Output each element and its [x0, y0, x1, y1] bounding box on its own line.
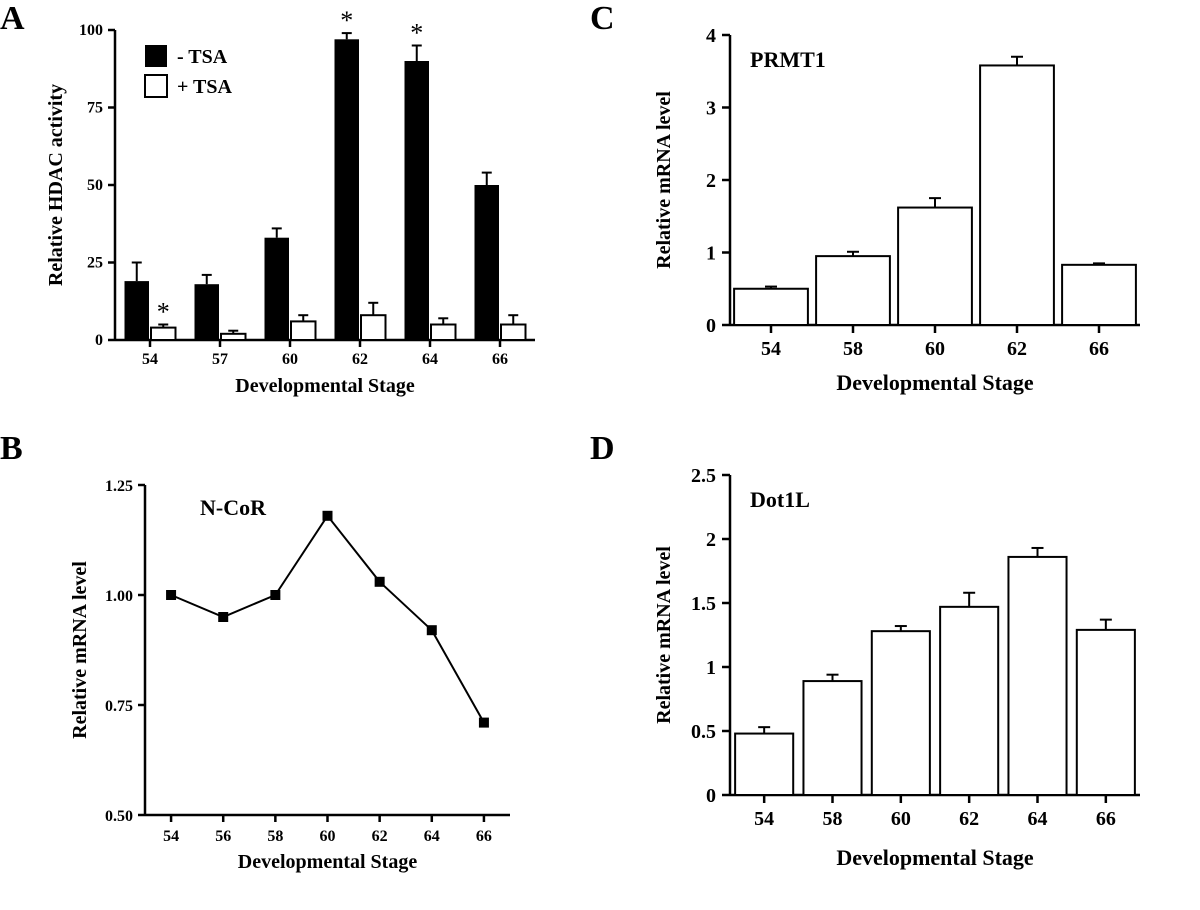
bar [816, 256, 890, 325]
svg-text:62: 62 [372, 828, 388, 845]
svg-text:Relative mRNA level: Relative mRNA level [653, 91, 675, 269]
bar [1077, 630, 1135, 795]
svg-text:4: 4 [706, 25, 716, 47]
svg-text:62: 62 [1007, 338, 1027, 360]
panel-b: 0.50 0.75 1.00 1.25 54 56 58 60 62 64 66 Relative m… [60, 460, 540, 890]
panel-b-label: B [0, 430, 23, 468]
svg-text:54: 54 [163, 828, 179, 845]
svg-text:62: 62 [959, 808, 979, 830]
svg-text:N-CoR: N-CoR [200, 495, 267, 520]
bar [980, 65, 1054, 325]
svg-text:2.5: 2.5 [691, 465, 716, 487]
svg-text:60: 60 [891, 808, 911, 830]
line-ncor [171, 516, 484, 723]
svg-text:0.75: 0.75 [105, 698, 133, 715]
svg-text:50: 50 [87, 177, 103, 194]
svg-text:+ TSA: + TSA [177, 76, 232, 98]
bar [735, 734, 793, 795]
svg-text:2: 2 [706, 529, 716, 551]
svg-text:66: 66 [1096, 808, 1116, 830]
svg-text:66: 66 [476, 828, 492, 845]
bar-minus-tsa [405, 61, 430, 340]
bar [803, 681, 861, 795]
panel-a-label: A [0, 0, 25, 38]
svg-text:58: 58 [843, 338, 863, 360]
bar-plus-tsa [221, 334, 246, 340]
svg-text:25: 25 [87, 255, 103, 272]
svg-text:- TSA: - TSA [177, 46, 228, 68]
svg-text:0: 0 [95, 332, 103, 349]
svg-text:Developmental Stage: Developmental Stage [836, 845, 1034, 870]
svg-text:0.50: 0.50 [105, 808, 133, 825]
bar [872, 631, 930, 795]
svg-text:54: 54 [142, 351, 158, 368]
panel-c: 0 1 2 3 4 54 58 60 62 66 Relative mRNA level Develo… [640, 10, 1180, 410]
svg-text:66: 66 [1089, 338, 1109, 360]
svg-text:57: 57 [212, 351, 228, 368]
svg-text:64: 64 [422, 351, 438, 368]
svg-text:PRMT1: PRMT1 [750, 47, 826, 72]
svg-text:60: 60 [320, 828, 336, 845]
panel-c-label: C [590, 0, 615, 38]
svg-text:Relative mRNA level: Relative mRNA level [653, 546, 675, 724]
svg-text:56: 56 [215, 828, 231, 845]
marker-point [270, 590, 280, 600]
marker-point [479, 718, 489, 728]
svg-text:*: * [410, 19, 423, 48]
bar [1008, 557, 1066, 795]
svg-text:58: 58 [267, 828, 283, 845]
svg-text:60: 60 [925, 338, 945, 360]
svg-text:0.5: 0.5 [691, 721, 716, 743]
panel-a: 0 25 50 75 100 54 57 60 62 64 66 Relative HDAC acti… [40, 10, 560, 410]
bar-minus-tsa [475, 185, 500, 340]
svg-text:64: 64 [424, 828, 440, 845]
bar-plus-tsa [291, 321, 316, 340]
marker-point [375, 577, 385, 587]
svg-text:Dot1L: Dot1L [750, 487, 810, 512]
marker-point [427, 625, 437, 635]
bar-plus-tsa [361, 315, 386, 340]
svg-text:Relative HDAC activity: Relative HDAC activity [45, 84, 67, 286]
bar-minus-tsa [195, 284, 220, 340]
svg-text:1.00: 1.00 [105, 588, 133, 605]
svg-text:66: 66 [492, 351, 508, 368]
svg-text:Developmental Stage: Developmental Stage [235, 375, 415, 397]
svg-text:75: 75 [87, 100, 103, 117]
svg-text:1.5: 1.5 [691, 593, 716, 615]
bar-plus-tsa [151, 328, 176, 340]
svg-text:*: * [157, 298, 170, 327]
svg-text:1.25: 1.25 [105, 478, 133, 495]
bar [940, 607, 998, 795]
bar [734, 289, 808, 325]
svg-text:60: 60 [282, 351, 298, 368]
bar [898, 208, 972, 325]
bar-minus-tsa [265, 238, 290, 340]
bar-minus-tsa [335, 39, 360, 340]
svg-text:100: 100 [79, 22, 103, 39]
svg-text:Developmental Stage: Developmental Stage [238, 851, 418, 873]
marker-point [166, 590, 176, 600]
svg-text:Developmental Stage: Developmental Stage [836, 370, 1034, 395]
svg-text:0: 0 [706, 785, 716, 807]
bar-minus-tsa [125, 281, 150, 340]
marker-point [218, 612, 228, 622]
bar-plus-tsa [501, 325, 526, 341]
svg-text:58: 58 [823, 808, 843, 830]
svg-text:Relative mRNA level: Relative mRNA level [69, 561, 91, 739]
bar-plus-tsa [431, 325, 456, 341]
panel-d: 0 0.5 1 1.5 2 2.5 54 58 60 62 64 66 Relative mRNA le… [640, 450, 1180, 890]
svg-text:54: 54 [754, 808, 774, 830]
svg-text:1: 1 [706, 243, 716, 265]
svg-text:1: 1 [706, 657, 716, 679]
svg-text:2: 2 [706, 170, 716, 192]
panel-d-label: D [590, 430, 615, 468]
svg-text:62: 62 [352, 351, 368, 368]
bar [1062, 265, 1136, 325]
svg-text:0: 0 [706, 315, 716, 337]
marker-point [323, 511, 333, 521]
svg-text:*: * [340, 10, 353, 35]
svg-text:64: 64 [1028, 808, 1048, 830]
svg-text:3: 3 [706, 98, 716, 120]
svg-text:54: 54 [761, 338, 781, 360]
